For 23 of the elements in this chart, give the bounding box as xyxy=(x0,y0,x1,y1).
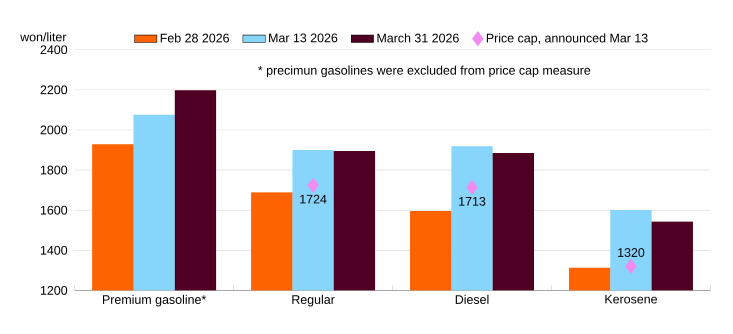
data-label: 1320 xyxy=(618,248,644,258)
data-label: 1713 xyxy=(459,197,486,206)
point xyxy=(307,178,319,193)
y-tick-label: 2400 xyxy=(40,46,68,54)
annotation: * precimun gasolines were excluded from price cap measure xyxy=(258,66,590,78)
x-tick-label: Regular xyxy=(292,295,335,307)
y-tick-label: 1600 xyxy=(40,206,68,215)
x-tick-label: Premium gasoline* xyxy=(102,295,206,307)
x-tick-label: Kerosene xyxy=(605,295,658,304)
point xyxy=(625,259,637,274)
y-tick-label: 1400 xyxy=(40,246,68,255)
y-tick-label: 1200 xyxy=(40,286,68,296)
y-tick-label: 2200 xyxy=(40,86,68,94)
legend-label: Mar 13 2026 xyxy=(269,34,338,43)
y-tick-label: 2000 xyxy=(40,126,68,135)
legend-label: March 31 2026 xyxy=(377,34,459,43)
y-tick-label: 1800 xyxy=(40,166,68,175)
point xyxy=(466,180,478,196)
data-label: 1724 xyxy=(300,194,327,204)
x-tick-label: Diesel xyxy=(456,295,488,304)
legend-label: Feb 28 2026 xyxy=(160,34,229,43)
legend-label: Price cap, announced Mar 13 xyxy=(486,34,648,46)
y-axis-title: won/liter xyxy=(20,32,66,42)
